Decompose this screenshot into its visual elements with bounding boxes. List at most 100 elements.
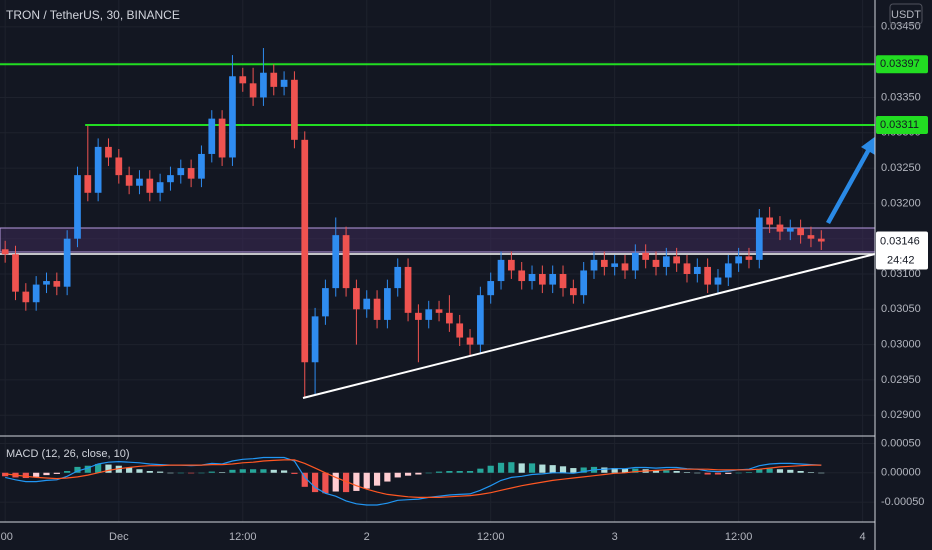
macd-histogram-bar [549, 465, 556, 473]
level-label: 0.03311 [880, 119, 919, 131]
x-tick-label: 3 [612, 531, 618, 543]
macd-histogram-bar [663, 470, 670, 473]
candle-body [652, 259, 660, 267]
candle-body [766, 217, 773, 225]
candle-body [621, 263, 629, 271]
x-tick-label: Dec [109, 531, 129, 543]
candle-body [311, 316, 319, 363]
price-axis [875, 0, 932, 550]
candle-body [384, 288, 391, 320]
macd-histogram-bar [683, 472, 691, 473]
candle-body [508, 259, 515, 271]
y-tick-label: 0.03100 [881, 268, 921, 280]
candle-body [662, 256, 670, 267]
last-price-badge [876, 231, 928, 270]
trend-line [302, 253, 876, 399]
macd-histogram-bar [818, 472, 825, 474]
macd-histogram-bar [126, 467, 133, 473]
macd-histogram-bar [570, 468, 577, 473]
candle-body [239, 76, 247, 84]
macd-histogram-bar [64, 471, 71, 473]
x-tick-label: 12:00 [725, 531, 753, 543]
candle-body [280, 79, 288, 87]
macd-histogram-bar [280, 470, 288, 473]
candle-body [683, 263, 691, 274]
candle-body [301, 139, 309, 363]
macd-histogram-bar [508, 462, 515, 473]
candle-body [435, 309, 443, 313]
macd-histogram-bar [384, 472, 391, 482]
macd-histogram-bar [807, 472, 815, 473]
candle-body [786, 228, 794, 232]
macd-histogram-bar [756, 469, 763, 473]
macd-pane [2, 456, 825, 506]
macd-histogram-bar [22, 472, 29, 479]
x-tick-label: 4 [860, 531, 866, 543]
macd-histogram-bar [425, 472, 432, 474]
arrow [826, 136, 876, 224]
candle-body [146, 178, 154, 193]
candle-body [63, 238, 71, 287]
macd-histogram-bar [539, 464, 546, 473]
axis-labels: :00 Dec 12:00 2 12:00 3 12:00 4 0.02900 0.02950 0.… [0, 21, 928, 543]
candle-body [673, 256, 681, 264]
macd-histogram-bar [95, 463, 102, 473]
candle-body [755, 217, 763, 260]
macd-histogram-bar [394, 472, 401, 478]
macd-histogram-bar [342, 472, 350, 493]
macd-histogram-bar [157, 471, 164, 473]
macd-histogram-bar [776, 469, 784, 473]
candle-body [156, 182, 164, 193]
candle-body [43, 281, 50, 285]
candle-body [125, 175, 133, 186]
macd-histogram-bar [136, 469, 143, 473]
candle-body [704, 266, 712, 285]
macd-histogram-bar [632, 468, 639, 473]
candle-body [187, 168, 195, 179]
macd-histogram-bar [745, 472, 753, 473]
macd-histogram-bar [456, 471, 463, 473]
macd-histogram-bar [332, 472, 339, 492]
macd-line [5, 456, 822, 506]
x-tick-label: 12:00 [477, 531, 505, 543]
candle-body [229, 76, 236, 158]
candle-body [487, 281, 495, 296]
candle-body [32, 284, 40, 303]
candle-body [518, 270, 526, 282]
candle-body [631, 252, 639, 271]
candle-body [218, 118, 226, 158]
candle-body [425, 309, 433, 320]
candle-body [590, 259, 598, 271]
macd-histogram-bar [373, 472, 381, 486]
y-tick-label: 0.03450 [881, 21, 921, 33]
macd-histogram-bar [477, 468, 484, 473]
candle-body [167, 175, 174, 183]
candle-body [373, 298, 381, 320]
candle-body [353, 288, 360, 310]
macd-histogram-bar [404, 472, 412, 476]
y-tick-label: 0.02900 [881, 409, 921, 421]
macd-histogram-bar [198, 472, 205, 474]
y-tick-label: 0.03000 [881, 339, 921, 351]
candle-body [497, 259, 505, 282]
macd-histogram-bar [415, 472, 422, 475]
macd-histogram-bar [74, 466, 81, 473]
candle-body [456, 323, 464, 338]
candle-body [115, 157, 123, 176]
macd-histogram-bar [146, 471, 153, 473]
candle-body [549, 273, 557, 285]
candle-body [745, 256, 753, 260]
countdown: 24:42 [887, 254, 915, 266]
candle-body [260, 72, 267, 98]
macd-histogram-bar [518, 463, 525, 473]
level-label: 0.03397 [880, 58, 920, 70]
candles [1, 48, 825, 398]
candle-body [84, 175, 92, 193]
y-tick-label: 0.03200 [881, 197, 921, 209]
candle-body [74, 175, 81, 239]
macd-signal [5, 459, 822, 498]
candle-body [415, 312, 422, 320]
candle-body [538, 273, 546, 285]
candle-body [446, 312, 453, 324]
macd-histogram-bar [528, 463, 536, 473]
